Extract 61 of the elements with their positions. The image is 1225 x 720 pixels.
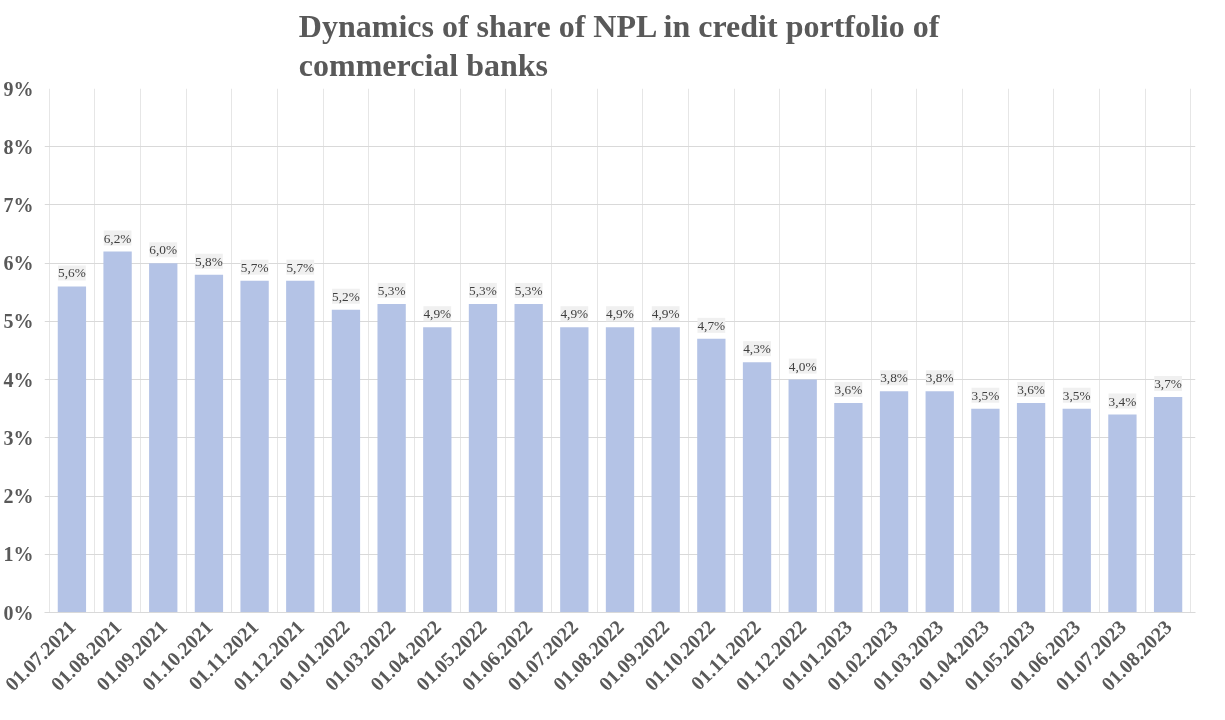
y-tick-label: 5% [3, 310, 34, 333]
chart-title: Dynamics of share of NPL in credit portfolio of commercial banks [298, 7, 940, 84]
data-label: 3,7% [1154, 376, 1182, 392]
y-tick-label: 9% [3, 77, 34, 100]
bar [103, 251, 132, 613]
y-tick-label: 1% [3, 543, 34, 566]
bar [605, 327, 635, 613]
data-label: 4,9% [606, 306, 634, 322]
bar [286, 280, 315, 613]
bar [651, 327, 680, 613]
bar [1062, 408, 1091, 613]
data-label: 4,0% [788, 358, 817, 374]
data-label: 3,6% [1017, 381, 1045, 397]
bar [57, 286, 87, 613]
bar [514, 303, 543, 613]
y-tick-label: 8% [3, 135, 34, 158]
bar [560, 327, 589, 613]
bar [788, 379, 817, 613]
data-label: 4,9% [423, 306, 452, 322]
data-label: 6,2% [103, 230, 132, 246]
data-label: 3,4% [1108, 393, 1137, 409]
data-label: 5,8% [195, 253, 223, 269]
data-label: 5,2% [332, 288, 360, 304]
bar [925, 391, 954, 613]
bar [971, 408, 1000, 613]
y-tick-label: 6% [3, 252, 34, 275]
y-tick-label: 2% [3, 485, 34, 508]
data-label: 5,3% [514, 282, 543, 298]
bar [194, 274, 224, 613]
y-tick-label: 0% [3, 601, 34, 624]
data-label: 3,5% [971, 387, 1000, 403]
data-label: 3,5% [1062, 387, 1091, 403]
bar [697, 338, 726, 613]
bar [879, 391, 909, 613]
y-tick-label: 4% [3, 368, 34, 391]
bar [331, 309, 361, 613]
data-label: 4,3% [743, 341, 771, 357]
bar [468, 303, 498, 613]
data-label: 4,7% [697, 317, 726, 333]
bar [834, 402, 863, 613]
bar [240, 280, 269, 613]
bar [377, 303, 406, 613]
data-label: 5,6% [58, 265, 86, 281]
y-tick-label: 3% [3, 426, 34, 449]
data-label: 5,3% [469, 282, 497, 298]
bar [1108, 414, 1137, 613]
data-label: 4,9% [651, 306, 680, 322]
data-label: 3,8% [925, 370, 954, 386]
data-label: 4,9% [560, 306, 589, 322]
bar [423, 327, 452, 613]
bar [1016, 402, 1046, 613]
bar [149, 263, 178, 613]
data-label: 6,0% [149, 242, 178, 258]
y-tick-label: 7% [3, 193, 34, 216]
data-label: 5,3% [377, 282, 406, 298]
data-label: 3,6% [834, 381, 863, 397]
bar [1153, 397, 1183, 613]
data-label: 5,7% [240, 259, 269, 275]
data-label: 3,8% [880, 370, 908, 386]
data-label: 5,7% [286, 259, 315, 275]
bar [742, 362, 772, 613]
